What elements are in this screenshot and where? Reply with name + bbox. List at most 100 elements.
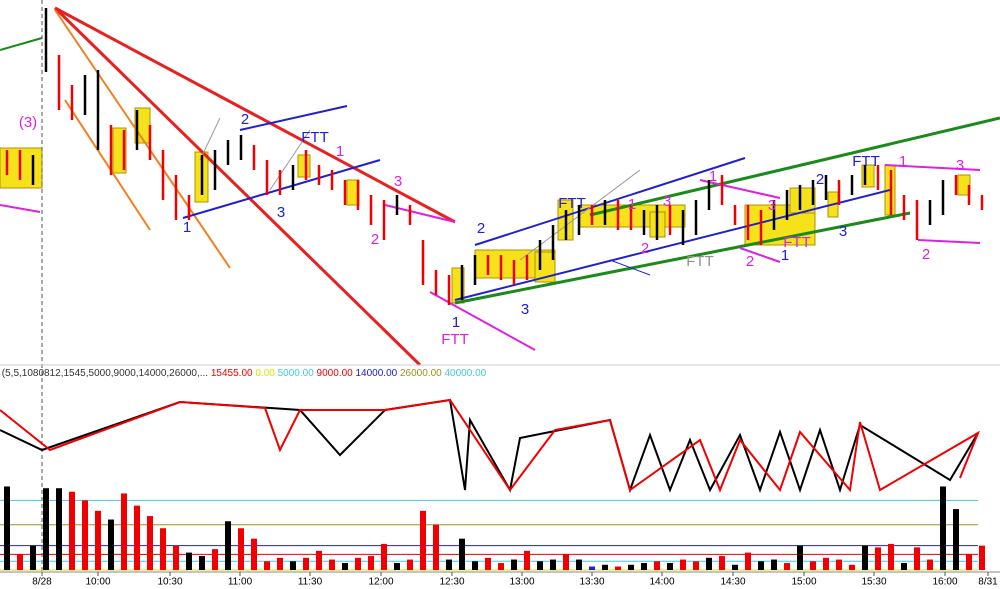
volume-bar xyxy=(875,547,881,570)
volume-bar xyxy=(537,561,543,570)
x-tick-label: 10:30 xyxy=(157,577,182,588)
volume-bar xyxy=(667,563,673,570)
volume-bar xyxy=(134,505,140,570)
volume-bar xyxy=(706,557,712,570)
annotation: 1 xyxy=(628,196,636,213)
annotation: 2 xyxy=(746,253,754,270)
annotation: FTT xyxy=(783,234,811,251)
annotation: (3) xyxy=(19,114,37,131)
annotation: 1 xyxy=(709,168,717,185)
volume-bar xyxy=(17,554,23,570)
volume-bar xyxy=(407,559,413,570)
volume-bar xyxy=(251,538,257,570)
volume-bar xyxy=(823,557,829,570)
x-tick-label: 12:30 xyxy=(439,577,464,588)
annotation: 2 xyxy=(922,246,930,263)
x-tick-label: 14:30 xyxy=(720,577,745,588)
legend-value: 14000.00 xyxy=(355,368,397,379)
volume-bar xyxy=(836,559,842,570)
volume-bar xyxy=(121,493,127,570)
volume-bar xyxy=(797,545,803,570)
legend-value: 5000.00 xyxy=(278,368,315,379)
volume-bar xyxy=(173,545,179,570)
volume-bar xyxy=(433,524,439,570)
x-tick-label: 14:00 xyxy=(649,577,674,588)
volume-bar xyxy=(758,561,764,570)
volume-bar xyxy=(459,538,465,570)
x-tick-label: 16:00 xyxy=(932,577,957,588)
annotation: 3 xyxy=(663,193,671,210)
legend-value: 0.00 xyxy=(255,368,275,379)
volume-bar xyxy=(589,566,595,570)
annotation: 3 xyxy=(394,173,402,190)
volume-bar xyxy=(979,545,985,570)
volume-bar xyxy=(732,564,738,570)
volume-bar xyxy=(953,509,959,570)
volume-bar xyxy=(316,550,322,570)
annotation: 1 xyxy=(781,247,789,264)
volume-bar xyxy=(927,559,933,570)
volume-bar xyxy=(680,559,686,570)
volume-bar xyxy=(30,545,36,570)
annotation: FTT xyxy=(686,253,714,270)
volume-bar xyxy=(212,549,218,570)
volume-bar xyxy=(264,561,270,570)
volume-bar xyxy=(225,521,231,570)
annotation: 1 xyxy=(183,219,191,236)
volume-bar xyxy=(576,559,582,570)
x-tick-label: 15:00 xyxy=(791,577,816,588)
annotation: 1 xyxy=(899,153,907,170)
volume-bar xyxy=(745,552,751,570)
annotation: 3 xyxy=(956,157,964,174)
volume-bar xyxy=(485,557,491,570)
x-tick-label: 13:00 xyxy=(509,577,534,588)
annotation: 3 xyxy=(521,301,529,318)
annotation: FTT xyxy=(441,331,469,348)
volume-bar xyxy=(862,545,868,570)
volume-bar xyxy=(888,543,894,570)
volume-bar xyxy=(199,556,205,570)
volume-bar xyxy=(420,510,426,570)
x-tick-label: 12:00 xyxy=(368,577,393,588)
annotation: 2 xyxy=(371,231,379,248)
volume-bar xyxy=(810,561,816,570)
annotation: 2 xyxy=(816,171,824,188)
volume-bar xyxy=(381,543,387,570)
volume-bar xyxy=(524,550,530,570)
volume-bar xyxy=(238,528,244,570)
volume-bar xyxy=(914,547,920,570)
volume-bar xyxy=(56,488,62,570)
volume-bar xyxy=(602,564,608,570)
volume-bar xyxy=(628,564,634,570)
volume-bar xyxy=(329,559,335,570)
x-tick-label: 13:30 xyxy=(579,577,604,588)
volume-bar xyxy=(966,554,972,570)
indicator-legend: v (5,5,1080812,1545,5000,9000,14000,2600… xyxy=(0,368,487,379)
x-tick-label: 10:00 xyxy=(85,577,110,588)
volume-bar xyxy=(641,563,647,570)
volume-bar xyxy=(849,564,855,570)
volume-bar xyxy=(43,488,49,570)
volume-bar xyxy=(940,486,946,570)
annotation: 2 xyxy=(241,111,249,128)
x-tick-label: 15:30 xyxy=(861,577,886,588)
annotation: 3 xyxy=(277,204,285,221)
legend-value: 15455.00 xyxy=(211,368,253,379)
volume-bar xyxy=(511,559,517,570)
volume-bar xyxy=(82,500,88,570)
volume-bar xyxy=(290,561,296,570)
volume-bar xyxy=(342,563,348,570)
volume-bar xyxy=(303,557,309,570)
annotation: 2 xyxy=(477,220,485,237)
annotation: FTT xyxy=(301,129,329,146)
legend-value: 9000.00 xyxy=(317,368,354,379)
annotation: 3 xyxy=(839,223,847,240)
volume-bar xyxy=(4,486,10,570)
volume-bar xyxy=(784,563,790,570)
legend-value: v (5,5,1080812,1545,5000,9000,14000,2600… xyxy=(0,368,208,379)
volume-bar xyxy=(498,563,504,570)
volume-bar xyxy=(394,563,400,570)
volume-bar xyxy=(355,557,361,570)
volume-bar xyxy=(277,557,283,570)
